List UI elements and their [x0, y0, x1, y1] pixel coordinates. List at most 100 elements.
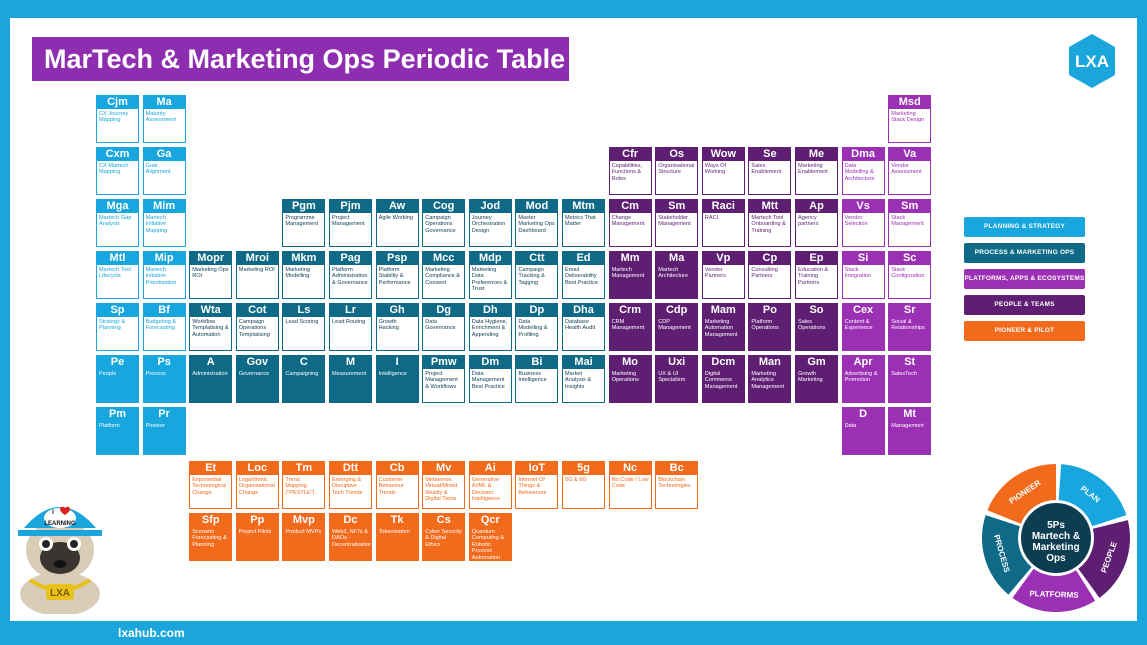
element-st[interactable]: St SalesTech — [888, 355, 932, 403]
element-dc[interactable]: Dc Web3, NFTs & DAOs - Decentralisation — [329, 513, 372, 561]
element-pp[interactable]: Pp Project Pilots — [235, 513, 279, 561]
element-mai[interactable]: Mai Market Analysis & Insights — [562, 355, 605, 403]
element-mroi[interactable]: Mroi Marketing ROI — [235, 251, 279, 299]
element-uxi[interactable]: Uxi UX & UI Specialism — [655, 355, 699, 403]
element-cdp[interactable]: Cdp CDP Management — [655, 303, 699, 351]
element-qcr[interactable]: Qcr Quantum Computing & Robotic Process A… — [468, 513, 512, 561]
element-mkm[interactable]: Mkm Marketing Modelling — [282, 251, 326, 299]
element-apr[interactable]: Apr Advertising & Promotion — [841, 355, 885, 403]
element-crm[interactable]: Crm CRM Management — [608, 303, 652, 351]
element-mopr[interactable]: Mopr Marketing Ops ROI — [189, 251, 233, 299]
element-cp[interactable]: Cp Consulting Partners — [748, 251, 792, 299]
element-bc[interactable]: Bc Blockchain Technologies — [655, 461, 699, 509]
element-cex[interactable]: Cex Content & Experience — [841, 303, 885, 351]
element-pe[interactable]: Pe People — [96, 355, 139, 403]
element-dtt[interactable]: Dtt Emerging & Disruptive Tech Trends — [329, 461, 372, 509]
element-va[interactable]: Va Vendor Assessment — [888, 147, 932, 195]
element-m[interactable]: M Measurement — [329, 355, 372, 403]
element-so[interactable]: So Sales Operations — [795, 303, 838, 351]
element-gh[interactable]: Gh Growth Hacking — [375, 303, 419, 351]
element-lr[interactable]: Lr Lead Routing — [329, 303, 372, 351]
element-mod[interactable]: Mod Master Marketing Ops Dashboard — [515, 199, 559, 247]
element-cjm[interactable]: Cjm CX Journey Mapping — [96, 95, 139, 143]
element-pm[interactable]: Pm Platform — [96, 407, 139, 455]
element-dg[interactable]: Dg Data Governance — [422, 303, 466, 351]
element-mv[interactable]: Mv Metaverse, Virtual/Mixed Reality & Dig… — [422, 461, 466, 509]
element-sm[interactable]: Sm Stakeholder Management — [655, 199, 699, 247]
element-mtl[interactable]: Mtl Martech Tool Lifecycle — [96, 251, 139, 299]
element-a[interactable]: A Administration — [189, 355, 233, 403]
element-wta[interactable]: Wta Workflow Templatising & Automation — [189, 303, 233, 351]
element-cot[interactable]: Cot Campaign Operations Templatising — [235, 303, 279, 351]
element-iot[interactable]: IoT Internet Of Things & Behaviours — [515, 461, 559, 509]
element-mvp[interactable]: Mvp Product MVPs — [282, 513, 326, 561]
element-pr[interactable]: Pr Pioneer — [142, 407, 186, 455]
element-ls[interactable]: Ls Lead Scoring — [282, 303, 326, 351]
element-pmw[interactable]: Pmw Project Management & Workflows — [422, 355, 466, 403]
element-mip[interactable]: Mip Martech Initiative Prioritisation — [142, 251, 186, 299]
element-mam[interactable]: Mam Marketing Automation Management — [701, 303, 745, 351]
element-msd[interactable]: Msd Marketing Stack Design — [888, 95, 932, 143]
element-nc[interactable]: Nc No Code / Low Code — [608, 461, 652, 509]
element-cm[interactable]: Cm Change Management — [608, 199, 652, 247]
element-me[interactable]: Me Marketing Enablement — [795, 147, 838, 195]
element-ctt[interactable]: Ctt Campaign Tracking & Tagging — [515, 251, 559, 299]
element-bf[interactable]: Bf Budgeting & Forecasting — [142, 303, 186, 351]
element-aw[interactable]: Aw Agile Working — [375, 199, 419, 247]
element-po[interactable]: Po Platform Operations — [748, 303, 792, 351]
element-gov[interactable]: Gov Governance — [235, 355, 279, 403]
element-raci[interactable]: Raci RACI — [701, 199, 745, 247]
element-wow[interactable]: Wow Ways Of Working — [701, 147, 745, 195]
element-sr[interactable]: Sr Social & Relationships — [888, 303, 932, 351]
element-mcc[interactable]: Mcc Marketing Compliance & Consent — [422, 251, 466, 299]
element-cfr[interactable]: Cfr Capabilities, Functions & Roles — [608, 147, 652, 195]
element-sm[interactable]: Sm Stack Management — [888, 199, 932, 247]
element-sfp[interactable]: Sfp Scenario Forecasting & Planning — [189, 513, 233, 561]
element-vp[interactable]: Vp Vendor Partners — [701, 251, 745, 299]
element-os[interactable]: Os Organisational Structure — [655, 147, 699, 195]
element-cs[interactable]: Cs Cyber Security & Digital Ethics — [422, 513, 466, 561]
element-dm[interactable]: Dm Data Management Best Practice — [468, 355, 512, 403]
element-et[interactable]: Et Exponential Technological Change — [189, 461, 233, 509]
element-sp[interactable]: Sp Strategy & Planning — [96, 303, 139, 351]
element-mim[interactable]: Mim Martech Initiative Mapping — [142, 199, 186, 247]
element-ep[interactable]: Ep Education & Training Partners — [795, 251, 838, 299]
element-d[interactable]: D Data — [841, 407, 885, 455]
element-jod[interactable]: Jod Journey Orchestration Design — [468, 199, 512, 247]
element-dcm[interactable]: Dcm Digital Commerce Management — [701, 355, 745, 403]
element-se[interactable]: Se Sales Enablement — [748, 147, 792, 195]
element-cxm[interactable]: Cxm CX Martech Mapping — [96, 147, 139, 195]
element-bi[interactable]: Bi Business Intelligence — [515, 355, 559, 403]
element-dp[interactable]: Dp Data Modelling & Profiling — [515, 303, 559, 351]
element-ed[interactable]: Ed Email Deliverability Best Practice — [562, 251, 605, 299]
element-dma[interactable]: Dma Data Modelling & Architecture — [841, 147, 885, 195]
element-mo[interactable]: Mo Marketing Operations — [608, 355, 652, 403]
element-mtt[interactable]: Mtt Martech Tool Onboarding & Training — [748, 199, 792, 247]
element-si[interactable]: Si Stack Integration — [841, 251, 885, 299]
element-mga[interactable]: Mga Martech Gap Analysis — [96, 199, 139, 247]
element-cb[interactable]: Cb Customer Behaviour Trends — [375, 461, 419, 509]
element-sc[interactable]: Sc Stack Configuration — [888, 251, 932, 299]
element-gm[interactable]: Gm Growth Marketing — [795, 355, 838, 403]
element-dha[interactable]: Dha Database Health Audit — [562, 303, 605, 351]
footer-url[interactable]: lxahub.com — [118, 626, 185, 640]
element-pjm[interactable]: Pjm Project Management — [329, 199, 372, 247]
element-dh[interactable]: Dh Data Hygiene, Enrichment & Appending — [468, 303, 512, 351]
element-pag[interactable]: Pag Platform Administration & Governance — [329, 251, 372, 299]
element-ma[interactable]: Ma Martech Architecture — [655, 251, 699, 299]
element-mtm[interactable]: Mtm Metrics That Matter — [562, 199, 605, 247]
element-pgm[interactable]: Pgm Programme Management — [282, 199, 326, 247]
element-mdp[interactable]: Mdp Marketing Data Preferences & Trust — [468, 251, 512, 299]
element-ga[interactable]: Ga Goal Alignment — [142, 147, 186, 195]
element-cog[interactable]: Cog Campaign Operations Governance — [422, 199, 466, 247]
element-mt[interactable]: Mt Management — [888, 407, 932, 455]
element-man[interactable]: Man Marketing Analytics Management — [748, 355, 792, 403]
element-loc[interactable]: Loc Logarithmic Organisational Change — [235, 461, 279, 509]
element-5g[interactable]: 5g 5G & 6G — [562, 461, 605, 509]
element-tm[interactable]: Tm Trend Mapping ("PESTLE") — [282, 461, 326, 509]
element-ai[interactable]: Ai Generative AI/ML & Decision Intelligen… — [468, 461, 512, 509]
element-tk[interactable]: Tk Tokenisation — [375, 513, 419, 561]
element-ap[interactable]: Ap Agency partners — [795, 199, 838, 247]
element-mm[interactable]: Mm Martech Management — [608, 251, 652, 299]
element-ma[interactable]: Ma Maturity Assessment — [142, 95, 186, 143]
